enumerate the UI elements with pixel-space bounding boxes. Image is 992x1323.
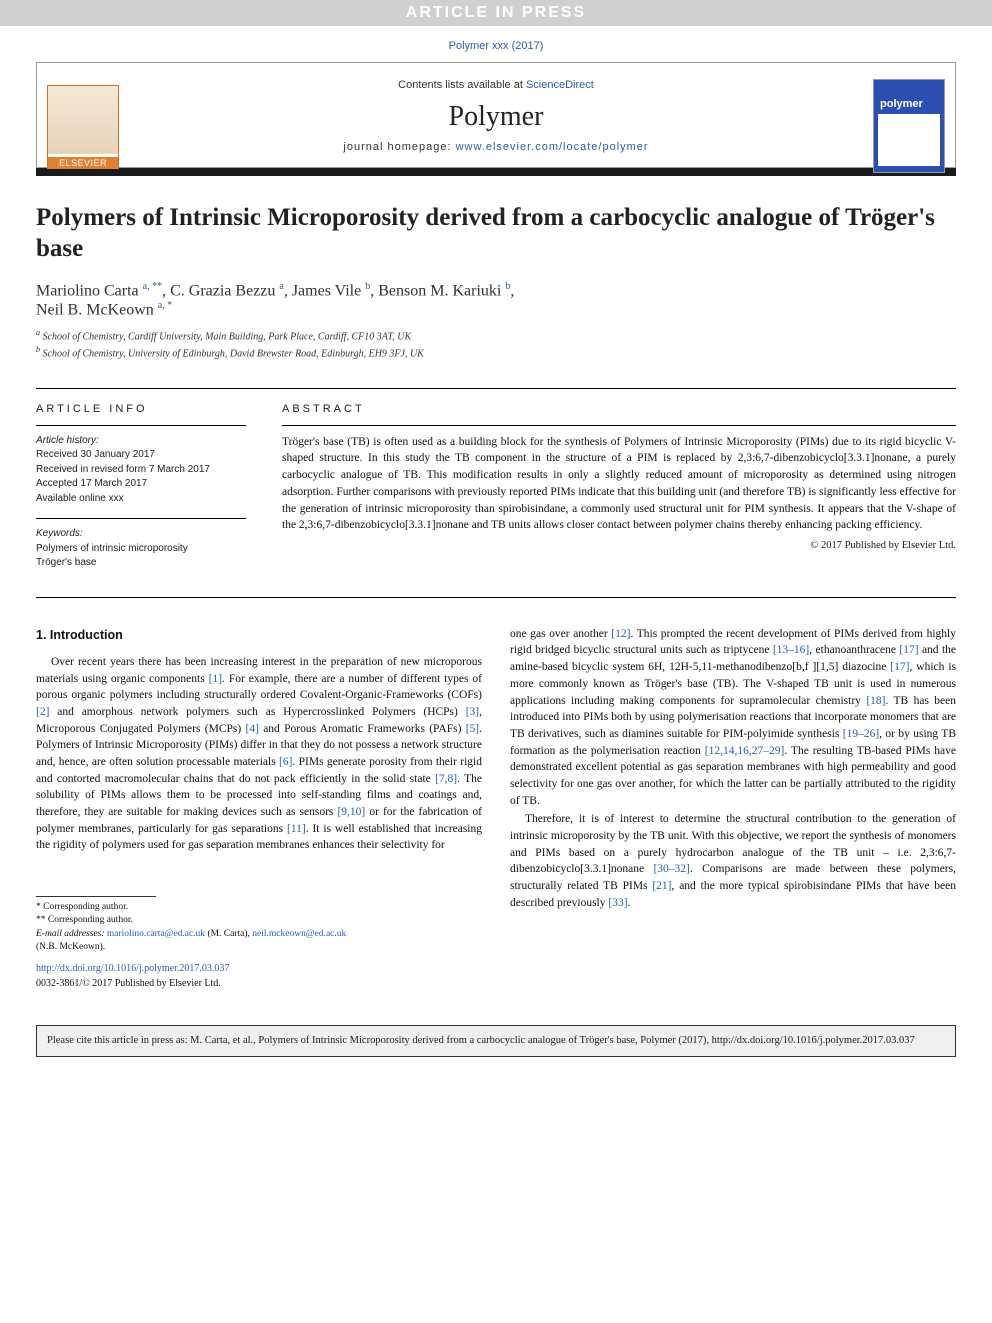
article-content: Polymers of Intrinsic Microporosity deri…: [0, 176, 992, 1011]
journal-homepage-line: journal homepage: www.elsevier.com/locat…: [49, 141, 943, 153]
corr-author-2: ** Corresponding author.: [36, 914, 482, 927]
section-1-heading: 1. Introduction: [36, 626, 482, 644]
author-1: Mariolino Carta: [36, 282, 139, 299]
email-2[interactable]: neil.mckeown@ed.ac.uk: [252, 929, 346, 939]
ref-13-16[interactable]: [13–16]: [773, 644, 809, 656]
abstract-heading: ABSTRACT: [282, 403, 956, 415]
ref-6[interactable]: [6]: [279, 756, 292, 768]
homepage-label: journal homepage:: [343, 141, 455, 153]
sciencedirect-link[interactable]: ScienceDirect: [526, 79, 594, 91]
journal-header-box: polymer Contents lists available at Scie…: [36, 62, 956, 168]
ref-18[interactable]: [18]: [866, 695, 885, 707]
article-info-heading: ARTICLE INFO: [36, 403, 246, 415]
author-3: James Vile: [292, 282, 361, 299]
keywords-head: Keywords:: [36, 527, 246, 542]
author-2: C. Grazia Bezzu: [170, 282, 275, 299]
ref-12-29[interactable]: [12,14,16,27–29]: [705, 745, 785, 757]
t: and amorphous network polymers such as H…: [49, 706, 465, 718]
revised-date: Received in revised form 7 March 2017: [36, 463, 246, 478]
journal-name: Polymer: [49, 91, 943, 141]
authors-line: Mariolino Carta a, **, C. Grazia Bezzu a…: [36, 281, 956, 320]
ref-30-32[interactable]: [30–32]: [653, 863, 689, 875]
contents-lists-line: Contents lists available at ScienceDirec…: [49, 73, 943, 91]
citation-line: Polymer xxx (2017): [0, 26, 992, 62]
affiliations: a School of Chemistry, Cardiff Universit…: [36, 327, 956, 362]
author-4-sup: b: [505, 281, 510, 292]
ref-11[interactable]: [11]: [287, 823, 306, 835]
received-date: Received 30 January 2017: [36, 448, 246, 463]
author-2-sup: a: [279, 281, 283, 292]
ref-4[interactable]: [4]: [245, 723, 258, 735]
intro-para-2: one gas over another [12]. This prompted…: [510, 626, 956, 809]
journal-cover-title: polymer: [874, 80, 944, 110]
ref-7-8[interactable]: [7,8]: [435, 773, 457, 785]
homepage-link[interactable]: www.elsevier.com/locate/polymer: [456, 141, 649, 153]
intro-para-1: Over recent years there has been increas…: [36, 654, 482, 854]
keyword-1: Polymers of intrinsic microporosity: [36, 542, 246, 557]
column-left: 1. Introduction Over recent years there …: [36, 626, 482, 991]
email-1-name: (M. Carta),: [205, 929, 252, 939]
footnotes: * Corresponding author. ** Corresponding…: [36, 901, 482, 954]
ref-17b[interactable]: [17]: [890, 661, 909, 673]
intro-para-3: Therefore, it is of interest to determin…: [510, 811, 956, 911]
email-1[interactable]: mariolino.carta@ed.ac.uk: [107, 929, 205, 939]
doi-link[interactable]: http://dx.doi.org/10.1016/j.polymer.2017…: [36, 963, 229, 974]
ref-9-10[interactable]: [9,10]: [337, 806, 365, 818]
info-abstract-row: ARTICLE INFO Article history: Received 3…: [36, 388, 956, 598]
email-label: E-mail addresses:: [36, 929, 107, 939]
contents-text: Contents lists available at: [398, 79, 526, 91]
footnote-rule: [36, 896, 156, 897]
accepted-date: Accepted 17 March 2017: [36, 477, 246, 492]
ref-1[interactable]: [1]: [209, 673, 222, 685]
t: , ethanoanthracene: [809, 644, 899, 656]
article-history-head: Article history:: [36, 434, 246, 449]
ref-19-26[interactable]: [19–26]: [843, 728, 879, 740]
journal-cover-thumbnail: polymer: [873, 79, 945, 173]
abstract-block: ABSTRACT Tröger's base (TB) is often use…: [282, 389, 956, 597]
ref-21[interactable]: [21]: [652, 880, 671, 892]
author-5: Neil B. McKeown: [36, 301, 154, 318]
affiliation-b: School of Chemistry, University of Edinb…: [43, 349, 424, 360]
article-in-press-banner: ARTICLE IN PRESS: [0, 0, 992, 26]
ref-2[interactable]: [2]: [36, 706, 49, 718]
email-2-name: (N.B. McKeown).: [36, 942, 105, 952]
ref-17a[interactable]: [17]: [899, 644, 918, 656]
abstract-text: Tröger's base (TB) is often used as a bu…: [282, 434, 956, 534]
column-right: one gas over another [12]. This prompted…: [510, 626, 956, 991]
ref-12[interactable]: [12]: [611, 628, 630, 640]
author-4: Benson M. Kariuki: [378, 282, 501, 299]
t: and Porous Aromatic Frameworks (PAFs): [259, 723, 466, 735]
article-info-block: ARTICLE INFO Article history: Received 3…: [36, 389, 254, 597]
author-5-sup: a, *: [158, 300, 172, 311]
t: one gas over another: [510, 628, 611, 640]
article-title: Polymers of Intrinsic Microporosity deri…: [36, 202, 956, 265]
please-cite-box: Please cite this article in press as: M.…: [36, 1025, 956, 1057]
ref-5[interactable]: [5]: [466, 723, 479, 735]
issn-copyright: 0032-3861/© 2017 Published by Elsevier L…: [36, 977, 482, 992]
author-3-sup: b: [365, 281, 370, 292]
online-date: Available online xxx: [36, 492, 246, 507]
ref-33[interactable]: [33]: [608, 897, 627, 909]
ref-3[interactable]: [3]: [466, 706, 479, 718]
doi-block: http://dx.doi.org/10.1016/j.polymer.2017…: [36, 962, 482, 991]
affiliation-a: School of Chemistry, Cardiff University,…: [43, 331, 412, 342]
corr-author-1: * Corresponding author.: [36, 901, 482, 914]
keyword-2: Tröger's base: [36, 556, 246, 571]
author-1-sup: a, **: [143, 281, 162, 292]
abstract-copyright: © 2017 Published by Elsevier Ltd.: [282, 540, 956, 551]
t: .: [628, 897, 631, 909]
header-rule: [36, 168, 956, 176]
elsevier-logo: [47, 85, 119, 169]
body-columns: 1. Introduction Over recent years there …: [36, 626, 956, 991]
